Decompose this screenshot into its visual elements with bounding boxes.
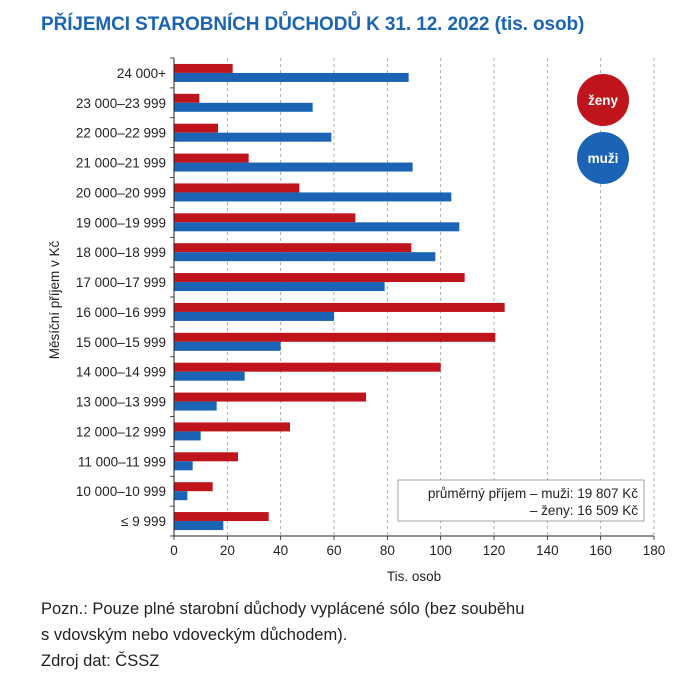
bar-muzi — [174, 491, 188, 501]
bar-muzi — [174, 162, 413, 172]
bar-muzi — [174, 311, 334, 321]
bar-muzi — [174, 431, 201, 441]
bar-zeny — [174, 243, 412, 253]
x-tick-label: 120 — [483, 543, 506, 558]
legend-marker-zeny — [577, 74, 629, 126]
category-label: 13 000–13 999 — [76, 395, 166, 410]
legend: ženy muži — [577, 74, 629, 184]
category-label: 22 000–22 999 — [76, 126, 166, 141]
bar-zeny — [174, 93, 200, 103]
average-income-box — [397, 479, 645, 522]
x-tick-label: 60 — [326, 543, 341, 558]
x-tick-label: 160 — [589, 543, 612, 558]
x-tick-label: 0 — [170, 543, 178, 558]
bar-zeny — [174, 452, 238, 462]
footnote-source: Zdroj dat: ČSSZ — [41, 652, 160, 670]
bar-zeny — [174, 332, 496, 342]
x-tick-label: 100 — [429, 543, 452, 558]
bar-muzi — [174, 192, 452, 202]
bar-zeny — [174, 482, 213, 492]
x-tick-label: 80 — [380, 543, 395, 558]
grid-lines — [226, 58, 655, 536]
bar-muzi — [174, 252, 436, 262]
bar-zeny — [174, 422, 290, 432]
category-label: 10 000–10 999 — [76, 484, 166, 499]
bar-zeny — [174, 392, 366, 402]
labels: 0 20 40 60 80 100 120 140 160 180 24 000+ 23 000–23… — [76, 66, 665, 558]
bar-muzi — [174, 72, 409, 82]
footnote: Pozn.: Pouze plné starobní důchody vyplá… — [41, 596, 524, 674]
x-axis-title: Tis. osob — [387, 569, 441, 584]
x-tick-label: 140 — [536, 543, 559, 558]
x-tick-label: 20 — [220, 543, 235, 558]
category-label: 17 000–17 999 — [76, 275, 166, 290]
x-tick-label: 40 — [273, 543, 288, 558]
category-label: 21 000–21 999 — [76, 156, 166, 171]
bar-zeny — [174, 123, 218, 133]
legend-label-muzi: muži — [588, 151, 619, 166]
category-label: 12 000–12 999 — [76, 424, 166, 439]
bar-chart: 0 20 40 60 80 100 120 140 160 180 24 000+ 23 000–23… — [47, 57, 665, 584]
average-income-women: – ženy: 16 509 Kč — [530, 503, 638, 518]
category-label: 18 000–18 999 — [76, 245, 166, 260]
bar-muzi — [174, 282, 385, 292]
category-label: 15 000–15 999 — [76, 335, 166, 350]
bar-muzi — [174, 461, 193, 471]
bars — [174, 63, 505, 531]
category-label: 14 000–14 999 — [76, 365, 166, 380]
bar-zeny — [174, 183, 300, 193]
bar-muzi — [174, 371, 245, 381]
bar-muzi — [174, 521, 224, 531]
average-income-men: průměrný příjem – muži: 19 807 Kč — [428, 486, 638, 501]
legend-item-zeny: ženy — [577, 74, 629, 126]
bar-muzi — [174, 222, 460, 232]
bar-zeny — [174, 273, 465, 283]
category-label: ≤ 9 999 — [121, 514, 166, 529]
footnote-note-line-2: s vdovským nebo vdoveckým důchodem). — [41, 626, 348, 644]
average-income-note: průměrný příjem – muži: 19 807 Kč – ženy… — [397, 479, 645, 522]
bar-muzi — [174, 132, 332, 142]
bar-muzi — [174, 102, 313, 112]
category-label: 23 000–23 999 — [76, 96, 166, 111]
bar-muzi — [174, 401, 217, 411]
bar-muzi — [174, 341, 281, 351]
bar-zeny — [174, 512, 269, 522]
legend-marker-muzi — [577, 132, 629, 184]
bar-zeny — [174, 213, 356, 223]
category-label: 11 000–11 999 — [78, 454, 166, 469]
legend-label-zeny: ženy — [588, 93, 619, 108]
chart-title: PŘÍJEMCI STAROBNÍCH DŮCHODŮ K 31. 12. 20… — [41, 14, 585, 35]
x-tick-label: 180 — [643, 543, 666, 558]
bar-zeny — [174, 63, 233, 73]
bar-zeny — [174, 302, 505, 312]
footnote-note-line-1: Pozn.: Pouze plné starobní důchody vyplá… — [41, 600, 525, 618]
category-label: 16 000–16 999 — [76, 305, 166, 320]
legend-item-muzi: muži — [577, 132, 629, 184]
axes — [170, 57, 655, 540]
category-label: 20 000–20 999 — [76, 185, 166, 200]
bar-zeny — [174, 362, 441, 372]
category-label: 19 000–19 999 — [76, 215, 166, 230]
category-label: 24 000+ — [117, 66, 166, 81]
y-axis-title: Měsíční příjem v Kč — [47, 240, 62, 359]
bar-zeny — [174, 153, 249, 163]
